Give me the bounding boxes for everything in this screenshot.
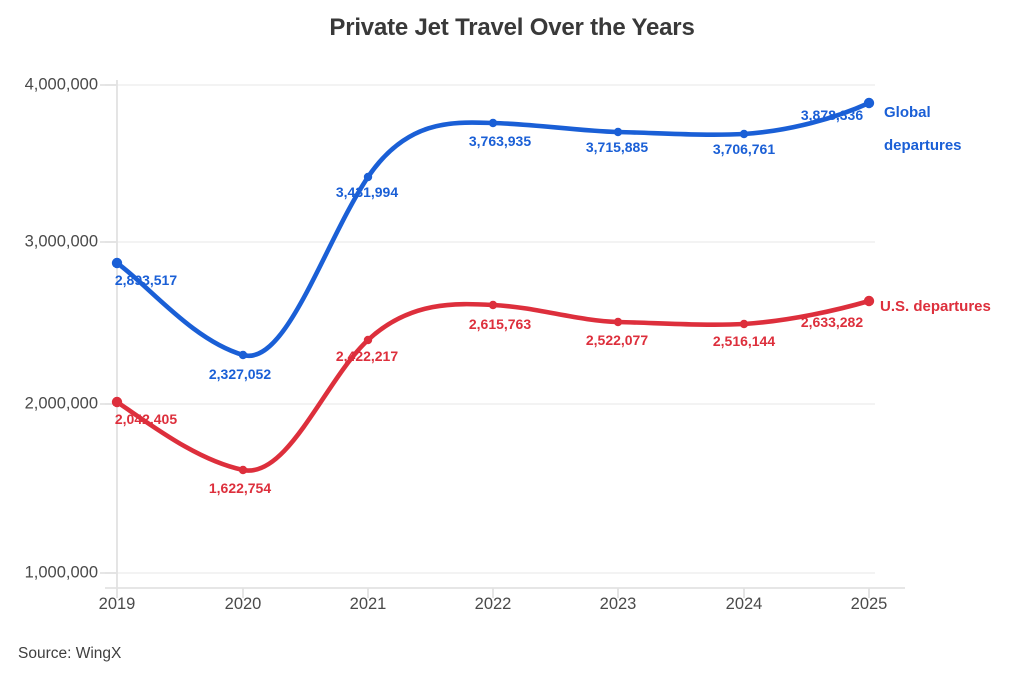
data-label-us-2020: 1,622,754 bbox=[208, 480, 272, 496]
data-label-global-2019: 2,893,517 bbox=[114, 272, 178, 288]
data-label-us-2025: 2,633,282 bbox=[800, 314, 864, 330]
x-tick-label-2022: 2022 bbox=[474, 595, 512, 613]
data-label-us-2021: 2,422,217 bbox=[335, 348, 399, 364]
x-tick-label-2025: 2025 bbox=[850, 595, 888, 613]
y-tick-label-2000000: 2,000,000 bbox=[24, 394, 98, 413]
data-label-global-2024: 3,706,761 bbox=[712, 141, 776, 157]
x-tick-label-2023: 2023 bbox=[599, 595, 637, 613]
legend-us-departures: U.S. departures bbox=[880, 298, 991, 315]
data-label-global-2023: 3,715,885 bbox=[585, 139, 649, 155]
data-label-global-2020: 2,327,052 bbox=[208, 366, 272, 382]
data-label-us-2019: 2,042,405 bbox=[114, 411, 178, 427]
x-tick-label-2024: 2024 bbox=[725, 595, 763, 613]
series-markers-us-departures bbox=[111, 295, 875, 475]
x-axis-ticks bbox=[116, 588, 870, 598]
source-note: Source: WingX bbox=[18, 645, 122, 662]
y-tick-label-1000000: 1,000,000 bbox=[24, 563, 98, 582]
y-tick-label-4000000: 4,000,000 bbox=[24, 75, 98, 94]
series-markers-global-departures bbox=[111, 97, 875, 360]
data-label-global-2025: 3,878,336 bbox=[800, 107, 864, 123]
y-tick-label-3000000: 3,000,000 bbox=[24, 232, 98, 251]
x-tick-label-2020: 2020 bbox=[224, 595, 262, 613]
data-label-us-2023: 2,522,077 bbox=[585, 332, 649, 348]
axis-lines bbox=[105, 80, 905, 589]
data-label-us-2024: 2,516,144 bbox=[712, 333, 776, 349]
data-label-us-2022: 2,615,763 bbox=[468, 316, 532, 332]
data-label-global-2021: 3,431,994 bbox=[335, 184, 399, 200]
x-tick-label-2021: 2021 bbox=[349, 595, 387, 613]
legend-global-line-2: departures bbox=[884, 137, 962, 155]
data-label-global-2022: 3,763,935 bbox=[468, 133, 532, 149]
legend-global-departures: Global departures bbox=[884, 88, 962, 172]
x-tick-label-2019: 2019 bbox=[98, 595, 136, 613]
gridlines bbox=[105, 84, 875, 574]
legend-global-line-1: Global bbox=[884, 103, 931, 121]
y-axis-ticks bbox=[100, 84, 117, 574]
y-axis-labels: 4,000,000 3,000,000 2,000,000 1,000,000 bbox=[0, 0, 98, 680]
chart-title: Private Jet Travel Over the Years bbox=[329, 14, 695, 41]
